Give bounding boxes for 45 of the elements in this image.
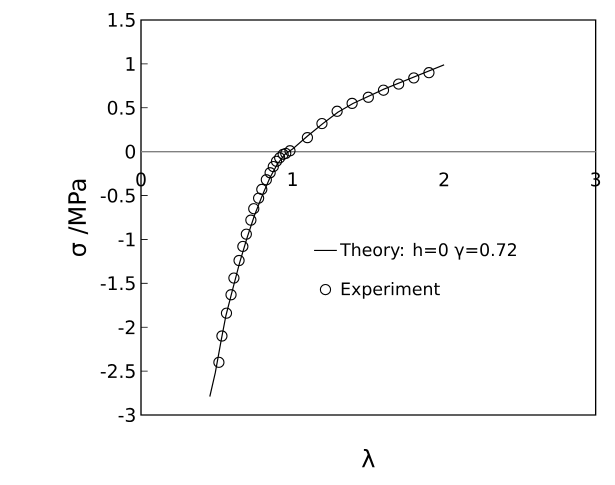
point xyxy=(280,148,292,160)
point xyxy=(302,132,314,144)
point xyxy=(220,308,232,319)
point xyxy=(274,152,286,164)
y-axis-title: σ /MPa xyxy=(68,180,88,256)
x-axis-title: λ xyxy=(362,449,375,468)
point xyxy=(316,118,328,130)
point xyxy=(346,98,358,109)
legend-label: Experiment xyxy=(342,282,440,299)
point xyxy=(268,160,279,172)
point xyxy=(228,272,240,284)
point xyxy=(256,184,268,196)
point xyxy=(237,240,248,252)
point xyxy=(332,106,343,117)
point xyxy=(213,356,224,368)
y-tick-label: 1.5 xyxy=(108,13,135,27)
y-tick-label: -3 xyxy=(118,408,135,422)
y-tick-label: -0.5 xyxy=(100,188,135,203)
y-tick-label: -2 xyxy=(118,320,134,334)
point xyxy=(225,289,237,300)
point xyxy=(260,174,272,186)
point xyxy=(216,330,228,342)
y-tick-label: -1 xyxy=(118,232,135,246)
y-tick-label: 0.5 xyxy=(108,100,135,115)
y-tick-label: -2.5 xyxy=(100,364,135,378)
point xyxy=(245,214,256,226)
point xyxy=(362,92,374,103)
point xyxy=(378,84,390,96)
point xyxy=(284,145,296,156)
y-tick-label: 1 xyxy=(126,57,135,71)
legend-label: Theory: h=0 γ=0.72 xyxy=(340,242,516,260)
y-tick-label: 0 xyxy=(126,144,136,159)
point xyxy=(278,148,289,160)
point xyxy=(233,254,245,266)
point xyxy=(423,67,435,78)
point xyxy=(408,72,420,84)
point xyxy=(270,156,282,167)
y-tick-label: -1.5 xyxy=(100,276,135,290)
point xyxy=(253,192,264,204)
point xyxy=(393,78,404,90)
x-tick-label: 2 xyxy=(440,172,448,186)
point xyxy=(248,203,260,214)
point xyxy=(264,167,276,178)
point xyxy=(240,228,252,240)
x-tick-label: 1 xyxy=(288,172,297,186)
